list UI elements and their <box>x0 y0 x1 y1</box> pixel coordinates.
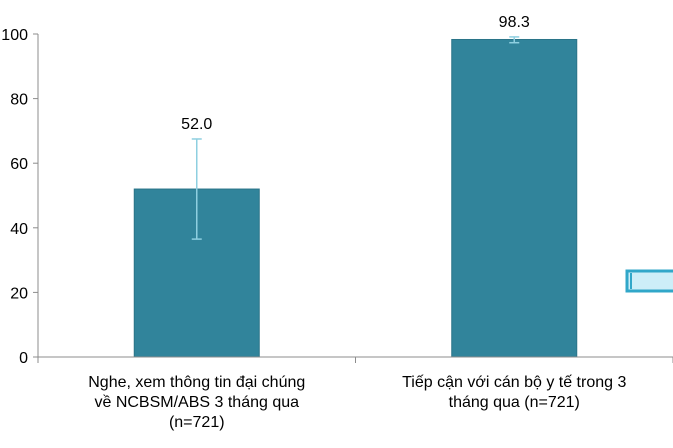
y-tick-label: 80 <box>10 92 28 109</box>
y-tick-label: 0 <box>19 350 28 367</box>
category-label: Tiếp cận với cán bộ y tế trong 3 tháng qu… <box>402 374 626 411</box>
category-labels: Nghe, xem thông tin đại chúng về NCBSM/AB… <box>88 374 626 431</box>
axes <box>37 34 673 363</box>
y-tick-label: 60 <box>10 156 28 173</box>
data-label: 52.0 <box>181 116 212 133</box>
y-tick-label: 40 <box>10 221 28 238</box>
data-labels: 52.0 98.3 <box>181 14 530 133</box>
data-label: 98.3 <box>499 14 530 31</box>
category-label-line: tháng qua (n=721) <box>449 394 580 411</box>
bar <box>451 38 578 358</box>
legend-swatch-box <box>625 269 673 293</box>
bars <box>133 38 578 358</box>
y-axis-ticks: 0 20 40 60 80 100 <box>1 27 38 367</box>
category-label-line: (n=721) <box>169 414 225 431</box>
y-tick-label: 100 <box>1 27 28 44</box>
category-label: Nghe, xem thông tin đại chúng về NCBSM/AB… <box>88 374 305 431</box>
category-label-line: Nghe, xem thông tin đại chúng <box>88 374 305 391</box>
category-label-line: về NCBSM/ABS 3 tháng qua <box>94 394 299 411</box>
category-label-line: Tiếp cận với cán bộ y tế trong 3 <box>402 374 626 391</box>
error-bars <box>191 36 520 240</box>
y-tick-label: 20 <box>10 285 28 302</box>
legend-swatch <box>625 269 673 293</box>
